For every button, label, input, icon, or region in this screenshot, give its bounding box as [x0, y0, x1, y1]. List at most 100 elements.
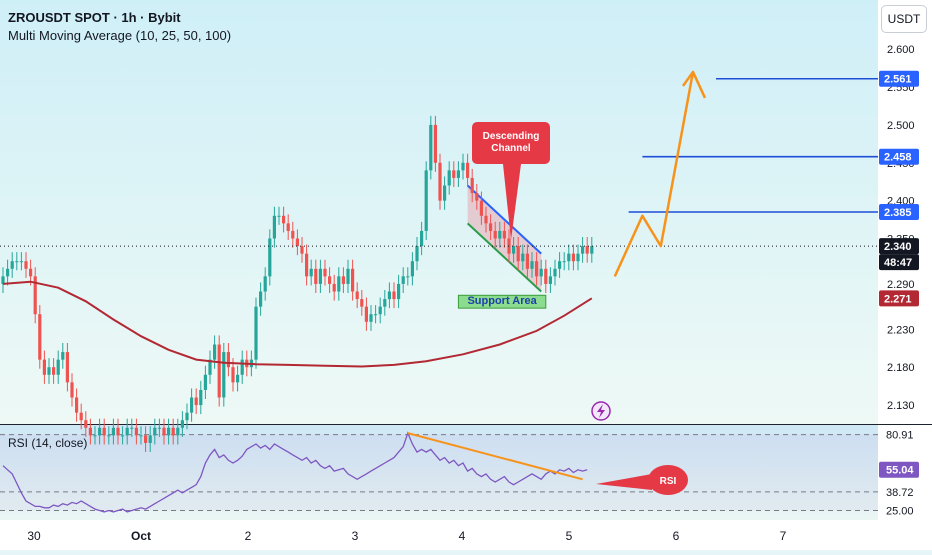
- candle-body: [392, 291, 396, 300]
- candle: [548, 267, 552, 294]
- callout-text-line: Descending: [483, 131, 540, 142]
- candle: [33, 267, 37, 324]
- candle-body: [433, 124, 437, 163]
- candle-body: [470, 177, 474, 194]
- candle-body: [498, 230, 502, 239]
- price-tick-label: 2.180: [887, 362, 915, 374]
- candle-body: [438, 162, 442, 201]
- candle-body: [125, 427, 129, 436]
- price-label-box: [879, 254, 919, 271]
- candle: [226, 342, 230, 377]
- candle-body: [424, 170, 428, 231]
- candle-body: [286, 223, 290, 231]
- candle: [167, 418, 171, 445]
- candle-body: [318, 268, 322, 284]
- candle-body: [199, 389, 203, 406]
- candle: [171, 418, 175, 445]
- candle: [10, 252, 14, 278]
- candle: [456, 161, 460, 188]
- lightning-icon-bolt[interactable]: [597, 404, 605, 418]
- candle-body: [254, 306, 258, 360]
- price-label-text: 2.271: [884, 293, 912, 305]
- candle: [139, 426, 143, 445]
- rsi-callout-text: RSI: [660, 476, 677, 487]
- candle-body: [590, 246, 594, 254]
- candle-body: [300, 246, 304, 254]
- candle: [489, 214, 493, 241]
- candle: [498, 221, 502, 248]
- candle-body: [355, 291, 359, 300]
- candle-body: [369, 314, 373, 322]
- candle: [70, 373, 74, 407]
- candle: [272, 206, 276, 248]
- time-tick-label: 5: [566, 529, 573, 543]
- candle-body: [282, 215, 286, 224]
- price-label-text: 2.385: [884, 207, 912, 219]
- candle-body: [24, 261, 28, 269]
- candle-body: [29, 268, 33, 277]
- time-tick-label: 6: [673, 529, 680, 543]
- candle-body: [75, 397, 79, 413]
- candle-body: [291, 230, 295, 239]
- candle-body: [475, 193, 479, 201]
- candle: [346, 259, 350, 294]
- candle-body: [190, 397, 194, 413]
- candle: [180, 411, 184, 437]
- candle-body: [162, 427, 166, 436]
- candle: [387, 282, 391, 309]
- candle-body: [581, 246, 585, 254]
- currency-button[interactable]: USDT: [881, 5, 927, 33]
- candle: [47, 358, 51, 384]
- candle: [438, 153, 442, 210]
- candle: [401, 267, 405, 294]
- candle-body: [401, 276, 405, 284]
- candle: [383, 289, 387, 316]
- rsi-callout-bubble: [648, 465, 688, 495]
- price-label-text: 2.458: [884, 152, 912, 164]
- rsi-tick-label: 80.91: [886, 430, 914, 442]
- candle: [144, 426, 148, 453]
- price-tick-label: 2.290: [887, 279, 915, 291]
- candle-body: [88, 427, 92, 436]
- rsi-tick-label: 55.04: [886, 465, 914, 477]
- candle-body: [585, 246, 589, 254]
- candle-body: [489, 223, 493, 231]
- candle: [410, 252, 414, 286]
- candle-body: [539, 268, 543, 277]
- candle: [516, 236, 520, 271]
- candle: [176, 418, 180, 445]
- callout-box: [472, 122, 550, 164]
- price-tick-label: 2.130: [887, 400, 915, 412]
- candle: [277, 206, 281, 225]
- rsi-current-box: [879, 461, 919, 478]
- chart-title: ZROUSDT SPOT · 1h · Bybit: [8, 10, 181, 25]
- candle: [19, 252, 23, 271]
- candle-body: [328, 276, 332, 284]
- lightning-icon[interactable]: [591, 401, 611, 421]
- candle: [424, 161, 428, 241]
- candle-body: [226, 352, 230, 368]
- descending-channel-callout: Descending Channel: [472, 122, 550, 240]
- candle: [263, 267, 267, 301]
- candle: [194, 388, 198, 415]
- candle: [61, 342, 65, 369]
- candle: [553, 259, 557, 286]
- candle-body: [420, 230, 424, 247]
- rsi-title: RSI (14, close): [8, 436, 88, 450]
- candle-body: [309, 268, 313, 277]
- candle: [56, 350, 60, 384]
- candle: [535, 252, 539, 286]
- candle-body: [259, 291, 263, 307]
- candle: [323, 259, 327, 286]
- candle: [397, 274, 401, 309]
- candle-body: [535, 261, 539, 277]
- candle: [282, 206, 286, 233]
- candle: [6, 259, 10, 286]
- candle-body: [84, 420, 88, 428]
- candle-body: [332, 283, 336, 292]
- candle-body: [429, 124, 433, 171]
- candle-body: [314, 268, 318, 284]
- candle-body: [42, 359, 46, 375]
- candle: [475, 183, 479, 210]
- candle-body: [295, 238, 299, 247]
